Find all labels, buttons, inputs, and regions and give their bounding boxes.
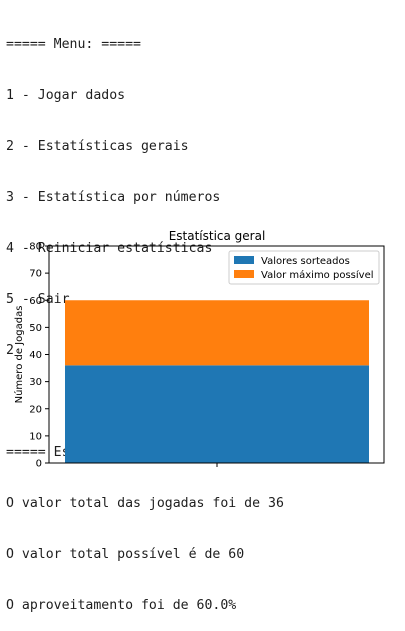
y-tick-label: 80 [29, 242, 42, 253]
bar-valor-maximo-possivel [65, 300, 369, 366]
legend-swatch-valor-maximo [234, 270, 254, 278]
menu-header-line: ===== Menu: ===== [6, 37, 141, 52]
stats-ratio-line: O aproveitamento foi de 60.0% [6, 598, 237, 613]
menu-option-estatisticas-gerais: 2 - Estatísticas gerais [6, 139, 189, 154]
legend-label-valor-maximo: Valor máximo possível [261, 269, 374, 281]
menu-option-sair: 5 - Sair [6, 292, 70, 307]
chart-container: Estatística geral Número de Jogadas 0 10 2… [0, 224, 405, 473]
y-tick-label: 20 [29, 404, 42, 415]
bars [65, 300, 369, 463]
user-input-line: 2 [6, 343, 14, 358]
y-tick-label: 50 [29, 323, 42, 334]
stats-total-line: O valor total das jogadas foi de 36 [6, 496, 284, 511]
legend-swatch-valores-sorteados [234, 256, 254, 264]
y-tick-label: 40 [29, 350, 42, 361]
legend-box [228, 250, 380, 285]
bar-valores-sorteados [65, 365, 369, 463]
y-tick-label: 0 [36, 459, 42, 470]
menu-option-reiniciar-estatisticas: 4 - Reiniciar estatísticas [6, 241, 213, 256]
y-axis-ticks: 0 10 20 30 40 50 60 70 80 [29, 242, 49, 470]
menu-option-estatistica-por-numeros: 3 - Estatística por números [6, 190, 221, 205]
stacked-bar-chart: Estatística geral Número de Jogadas 0 10 2… [13, 229, 385, 470]
y-tick-label: 30 [29, 377, 42, 388]
y-tick-label: 70 [29, 269, 42, 280]
legend: Valores sorteados Valor máximo possível [228, 250, 380, 285]
menu-option-jogar-dados: 1 - Jogar dados [6, 88, 126, 103]
y-axis-label: Número de Jogadas [13, 306, 25, 404]
y-tick-label: 10 [29, 431, 42, 442]
y-tick-label: 60 [29, 296, 42, 307]
chart-title: Estatística geral [169, 229, 266, 243]
legend-label-valores-sorteados: Valores sorteados [261, 256, 350, 267]
stats-max-line: O valor total possível é de 60 [6, 547, 245, 562]
